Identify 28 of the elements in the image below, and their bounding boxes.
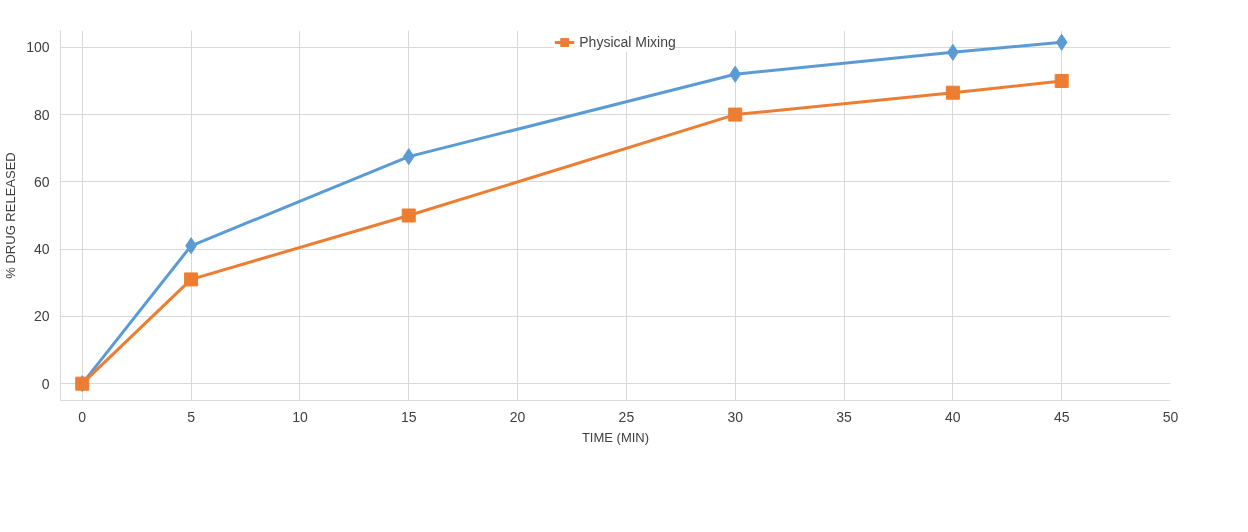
point	[728, 107, 743, 122]
x-tick-label: 20	[509, 408, 526, 425]
y-axis-title: % DRUG RELEASED	[3, 152, 19, 279]
x-tick-label: 50	[1162, 408, 1179, 425]
x-tick-label: 45	[1053, 408, 1070, 425]
y-tick-label: 40	[33, 241, 50, 258]
legend-label: Physical Mixing	[579, 34, 676, 50]
x-tick-label: 40	[945, 408, 961, 425]
x-tick-label: 25	[618, 408, 635, 425]
x-tick-label: 15	[400, 408, 417, 425]
point	[184, 272, 199, 287]
y-tick-label: 100	[26, 39, 50, 56]
point	[945, 85, 960, 100]
point	[1055, 33, 1068, 51]
x-tick-label: 0	[78, 408, 87, 425]
y-tick-label: 80	[33, 106, 50, 123]
y-tick-label: 0	[41, 375, 50, 392]
y-tick-label: 20	[33, 308, 50, 325]
point	[729, 65, 742, 83]
x-tick-label: 10	[292, 408, 308, 425]
point	[1054, 73, 1069, 88]
point	[401, 208, 416, 223]
x-tick-label: 30	[727, 408, 744, 425]
x-tick-label: 5	[187, 408, 196, 425]
x-axis-title: TIME (MIN)	[581, 429, 650, 445]
y-tick-label: 60	[33, 173, 50, 190]
x-tick-label: 35	[836, 408, 853, 425]
point	[402, 148, 415, 166]
